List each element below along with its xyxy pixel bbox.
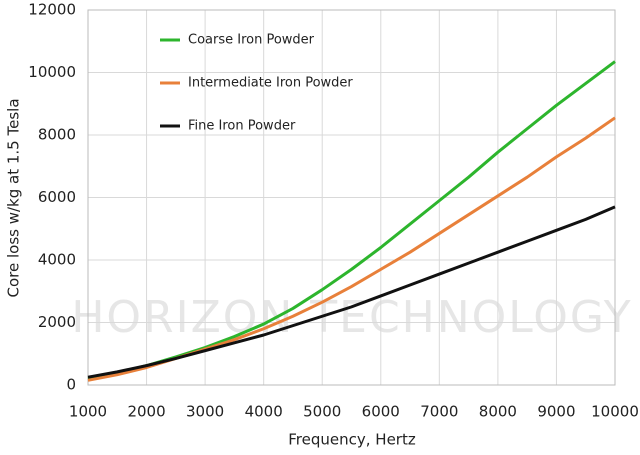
line-series [87,205,616,379]
x-tick-label: 8000 [479,403,517,421]
x-axis-label: Frequency, Hertz [288,431,416,449]
legend-label: Fine Iron Powder [188,119,296,134]
plot-frame [87,9,616,386]
x-tick-label: 10000 [591,403,639,421]
y-axis-label: Core loss w/kg at 1.5 Tesla [5,98,23,297]
y-tick-label: 2000 [38,313,76,331]
x-tick-label: 1000 [69,403,107,421]
legend-label: Intermediate Iron Powder [188,76,353,91]
x-tick-label: 2000 [127,403,165,421]
y-tick-label: 8000 [38,126,76,144]
legend-label: Coarse Iron Powder [188,33,315,48]
x-tick-label: 4000 [245,403,283,421]
y-tick-label: 10000 [28,63,76,81]
x-tick-label: 5000 [303,403,341,421]
x-tick-label: 3000 [186,403,224,421]
x-tick-label: 9000 [537,403,575,421]
y-tick-label: 0 [66,376,76,394]
y-tick-label: 4000 [38,251,76,269]
x-tick-label: 6000 [362,403,400,421]
y-tick-label: 6000 [38,188,76,206]
watermark: HORIZON TECHNOLOGY [71,292,632,343]
y-tick-label: 12000 [28,1,76,19]
x-tick-label: 7000 [420,403,458,421]
